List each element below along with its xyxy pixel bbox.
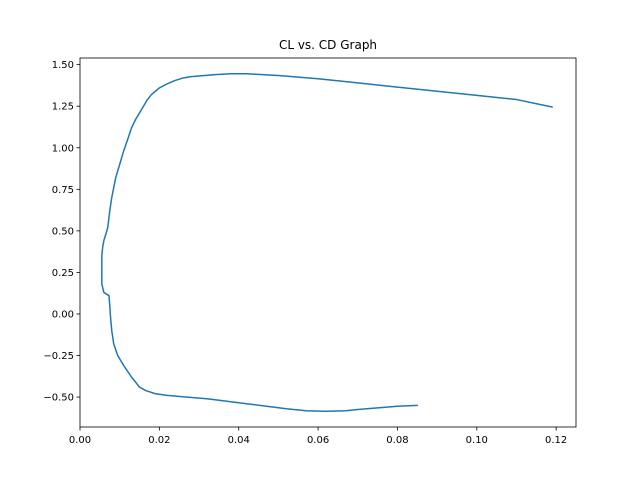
y-tick-label: −0.50 xyxy=(43,393,74,404)
x-tick-label: 0.12 xyxy=(545,435,567,446)
x-axis-ticks: 0.00 0.02 0.04 0.06 0.08 0.10 0.12 xyxy=(69,427,567,446)
x-tick-label: 0.06 xyxy=(307,435,329,446)
series-line-0 xyxy=(101,73,553,412)
y-tick-label: 1.25 xyxy=(52,102,74,113)
y-tick-label: 0.50 xyxy=(52,226,74,237)
y-tick-label: −0.25 xyxy=(43,351,74,362)
x-tick-label: 0.00 xyxy=(69,435,91,446)
y-tick-label: 0.75 xyxy=(52,185,74,196)
x-tick-label: 0.02 xyxy=(148,435,170,446)
plot-frame xyxy=(79,57,577,428)
y-tick-label: 1.00 xyxy=(52,143,74,154)
chart-title: CL vs. CD Graph xyxy=(279,38,377,52)
y-tick-label: 0.00 xyxy=(52,309,74,320)
x-tick-label: 0.04 xyxy=(228,435,250,446)
series-layer xyxy=(101,73,553,412)
y-tick-label: 1.50 xyxy=(52,60,74,71)
x-tick-label: 0.10 xyxy=(466,435,488,446)
y-axis-ticks: −0.50 −0.25 0.00 0.25 0.50 0.75 1.00 1.25 1.50 xyxy=(43,60,80,404)
y-tick-label: 0.25 xyxy=(52,268,74,279)
x-tick-label: 0.08 xyxy=(386,435,408,446)
